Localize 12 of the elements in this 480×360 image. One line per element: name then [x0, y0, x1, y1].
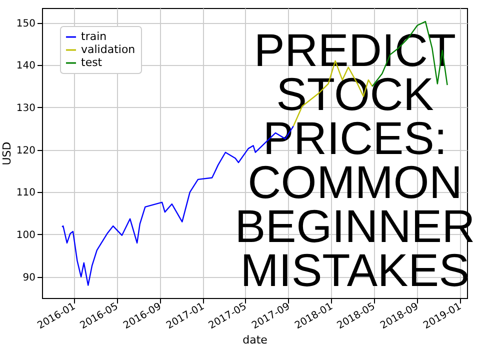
- y-tick-label: 150: [16, 18, 36, 30]
- x-axis-title: date: [242, 334, 268, 347]
- legend-label: test: [81, 56, 103, 69]
- legend-label: validation: [81, 43, 136, 56]
- y-tick-label: 130: [16, 102, 36, 114]
- y-tick-label: 120: [16, 145, 36, 156]
- y-tick-label: 110: [16, 188, 36, 199]
- legend-label: train: [81, 30, 107, 43]
- y-tick-label: 140: [16, 60, 36, 72]
- y-tick-label: 90: [22, 272, 36, 284]
- y-tick-label: 100: [16, 230, 36, 241]
- y-axis-title: USD: [0, 142, 14, 166]
